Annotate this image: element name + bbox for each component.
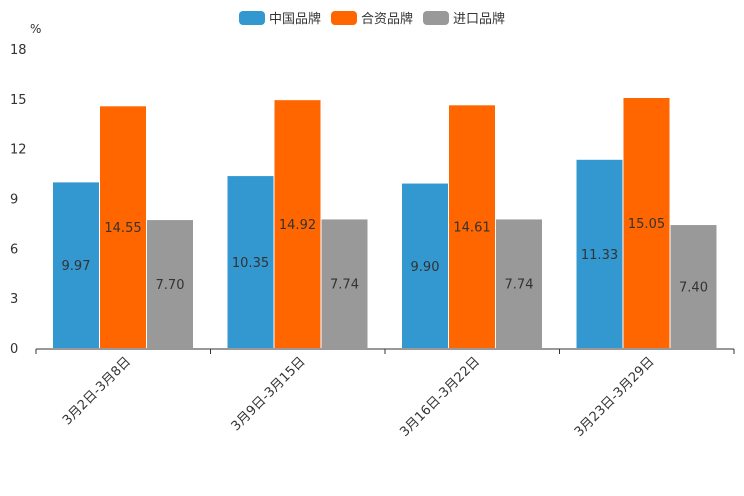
y-tick-label: 15 <box>10 93 27 108</box>
y-tick-label: 12 <box>10 143 27 158</box>
bar-value-label: 14.55 <box>104 221 141 236</box>
bar-value-label: 7.40 <box>679 281 708 296</box>
legend-swatch-import <box>423 10 449 25</box>
bar-value-label: 9.90 <box>411 260 440 275</box>
bar <box>496 219 542 348</box>
bar <box>449 105 495 348</box>
y-unit-label: % <box>30 22 41 36</box>
bar <box>321 219 368 348</box>
bar-value-label: 15.05 <box>628 217 665 232</box>
legend: 中国品牌 合资品牌 进口品牌 <box>0 8 744 27</box>
bar-value-label: 7.74 <box>330 278 359 293</box>
bar <box>402 183 448 348</box>
legend-item-china[interactable]: 中国品牌 <box>238 8 321 27</box>
bar-value-label: 7.74 <box>505 278 534 293</box>
bar <box>576 159 623 348</box>
x-category-label: 3月16日-3月22日 <box>397 354 483 440</box>
bar <box>623 98 670 348</box>
legend-label-import: 进口品牌 <box>453 12 506 27</box>
y-tick-label: 3 <box>10 292 18 307</box>
x-category-label: 3月23日-3月29日 <box>572 354 658 440</box>
y-tick-label: 0 <box>10 342 18 357</box>
bar <box>53 182 99 348</box>
bar <box>670 225 717 348</box>
bar-value-label: 9.97 <box>62 259 91 274</box>
bar-value-label: 11.33 <box>581 248 618 263</box>
legend-item-import[interactable]: 进口品牌 <box>423 8 505 27</box>
x-category-label: 3月9日-3月15日 <box>229 354 309 434</box>
legend-label-joint: 合资品牌 <box>360 12 413 27</box>
bar <box>274 100 321 348</box>
legend-swatch-joint <box>330 10 357 25</box>
y-tick-label: 18 <box>10 43 27 58</box>
bar <box>147 220 193 348</box>
bar <box>227 176 274 348</box>
bar-value-label: 14.61 <box>453 221 490 236</box>
x-category-label: 3月2日-3月8日 <box>60 354 134 428</box>
bar <box>100 106 146 348</box>
bar-value-label: 7.70 <box>156 278 185 293</box>
y-tick-label: 9 <box>10 193 18 208</box>
legend-swatch-china <box>238 10 265 25</box>
bar-value-label: 14.92 <box>279 218 316 233</box>
legend-item-joint[interactable]: 合资品牌 <box>330 8 413 27</box>
bar-value-label: 10.35 <box>232 256 269 271</box>
legend-label-china: 中国品牌 <box>268 12 321 27</box>
y-tick-label: 6 <box>10 242 18 257</box>
